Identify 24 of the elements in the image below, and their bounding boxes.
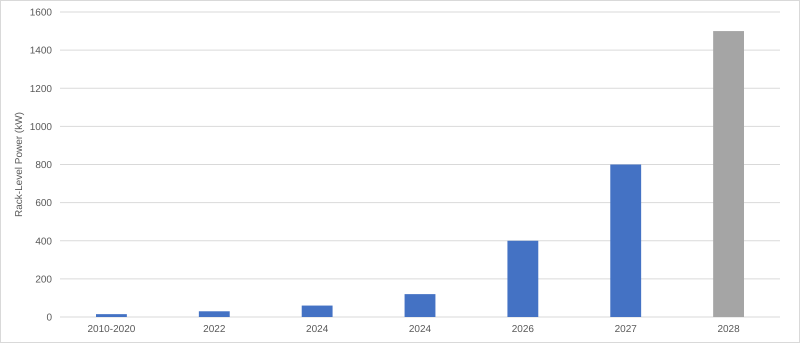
bar	[404, 294, 436, 317]
y-tick-label: 200	[35, 274, 52, 286]
x-tick-label: 2027	[614, 324, 638, 335]
bar	[507, 240, 538, 317]
y-tick-label: 1400	[30, 46, 52, 57]
bar	[302, 306, 333, 317]
bar	[96, 314, 127, 317]
y-tick-label: 1000	[30, 122, 52, 133]
y-tick-label: 800	[35, 160, 52, 171]
y-tick-label: 1600	[30, 8, 52, 18]
bar	[713, 31, 744, 317]
y-axis-title: Rack-Level Power (kW)	[14, 112, 25, 218]
x-tick-label: 2028	[717, 324, 740, 335]
x-tick-label: 2022	[203, 324, 226, 335]
bar	[198, 311, 230, 317]
bar	[610, 164, 642, 317]
y-tick-label: 400	[35, 236, 52, 248]
x-tick-label: 2010-2020	[88, 324, 136, 335]
y-tick-label: 1200	[30, 84, 52, 95]
x-tick-label: 2026	[512, 324, 534, 335]
x-tick-label: 2024	[408, 324, 432, 335]
y-tick-label: 0	[46, 312, 52, 324]
y-tick-label: 600	[35, 198, 52, 210]
x-tick-label: 2024	[306, 324, 329, 335]
